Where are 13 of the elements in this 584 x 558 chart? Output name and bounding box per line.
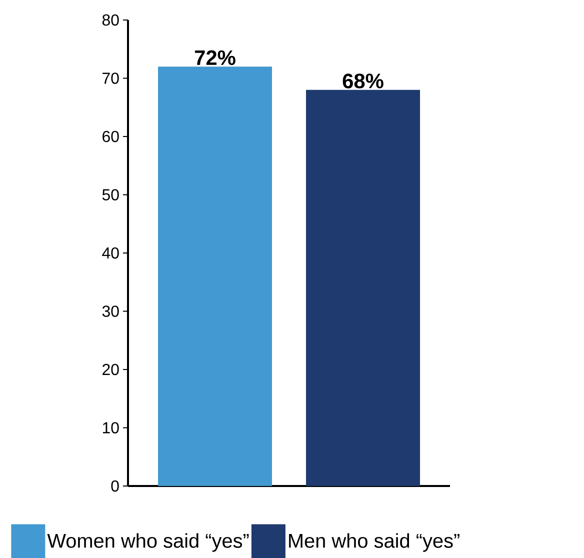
legend-label: Men who said “yes” bbox=[289, 533, 460, 552]
y-tick-label: 80 bbox=[102, 14, 119, 26]
y-tick-label: 70 bbox=[102, 72, 119, 84]
legend-label: Women who said “yes” bbox=[47, 533, 249, 552]
y-tick-label: 10 bbox=[102, 422, 119, 434]
data-label: 68% bbox=[342, 74, 384, 88]
y-tick-label: 0 bbox=[111, 480, 119, 492]
y-tick-label: 20 bbox=[102, 364, 119, 376]
data-label: 72% bbox=[194, 50, 236, 66]
y-tick-label: 30 bbox=[102, 306, 119, 317]
y-tick-label: 60 bbox=[102, 130, 119, 142]
y-tick-label: 40 bbox=[102, 247, 119, 259]
y-tick-label: 50 bbox=[102, 189, 119, 200]
